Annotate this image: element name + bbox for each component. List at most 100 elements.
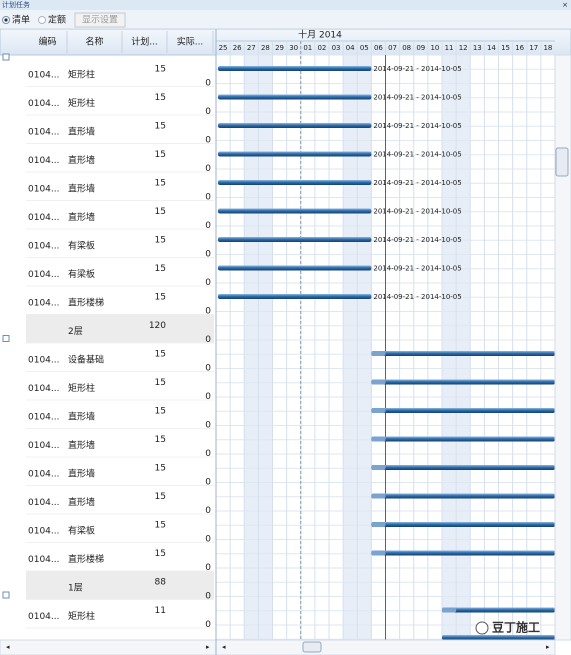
day-label: 01 (303, 44, 312, 52)
task-code: 0104... (28, 299, 60, 309)
settings-button[interactable] (74, 12, 126, 28)
task-code: 0104... (28, 498, 60, 508)
task-name: 矩形柱 (68, 69, 95, 81)
task-code: 0104... (28, 156, 60, 166)
day-label: 06 (374, 44, 383, 52)
plan-duration: 15 (155, 264, 166, 274)
option-quota[interactable]: 定额 (48, 14, 66, 26)
day-label: 05 (360, 44, 369, 52)
weekend-column (343, 55, 358, 640)
plan-duration: 15 (155, 407, 166, 417)
close-button[interactable]: × (562, 1, 568, 9)
plan-duration: 15 (155, 93, 166, 103)
task-name: 有梁板 (68, 525, 95, 537)
task-bar (371, 436, 555, 442)
task-bar (218, 237, 372, 242)
bar-label: 2014-09-21 - 2014-10-05 (373, 94, 461, 102)
bar-label: 2014-09-21 - 2014-10-05 (373, 122, 461, 130)
task-code: 0104... (28, 356, 60, 366)
group-row (26, 571, 214, 600)
task-bar-cap (371, 408, 386, 413)
plan-duration: 15 (155, 378, 166, 388)
task-bar-cap (371, 522, 386, 527)
task-name: 直形墙 (68, 154, 95, 166)
task-bar (218, 66, 372, 71)
task-code: 0104... (28, 441, 60, 451)
actual-duration: 0 (205, 79, 211, 89)
bar-label: 2014-09-21 - 2014-10-05 (373, 236, 461, 244)
plan-duration: 15 (155, 435, 166, 445)
weekend-column (244, 55, 259, 640)
day-label: 09 (416, 44, 425, 52)
table-hscrollbar[interactable] (0, 639, 217, 655)
actual-duration: 0 (205, 563, 211, 573)
task-code: 0104... (28, 612, 60, 622)
plan-duration: 15 (155, 350, 166, 360)
actual-duration: 0 (205, 592, 211, 602)
plan-duration: 15 (155, 293, 166, 303)
day-label: 03 (332, 44, 341, 52)
settings-button-label[interactable]: 显示设置 (82, 15, 118, 26)
gantt-scroll-left[interactable]: ◂ (222, 643, 226, 651)
task-bar-cap (371, 351, 386, 356)
task-name: 设备基础 (68, 354, 104, 366)
task-name: 有梁板 (68, 268, 95, 280)
task-bar (218, 180, 372, 185)
window-title: 计划任务 (2, 0, 30, 9)
plan-duration: 15 (155, 521, 166, 531)
task-code: 0104... (28, 213, 60, 223)
task-bar (371, 408, 555, 413)
day-label: 26 (233, 44, 242, 52)
task-bar (371, 351, 555, 356)
actual-duration: 0 (205, 620, 211, 630)
task-bar-cap (371, 493, 386, 499)
bar-label: 2014-09-21 - 2014-10-05 (373, 65, 461, 73)
task-bar (442, 635, 555, 640)
weekend-column (258, 55, 273, 640)
bar-label: 2014-09-21 - 2014-10-05 (373, 208, 461, 216)
plan-duration: 15 (155, 549, 166, 559)
day-label: 08 (402, 44, 411, 52)
task-code: 0104... (28, 555, 60, 565)
vertical-scrollbar[interactable] (554, 54, 571, 641)
task-code: 0104... (28, 270, 60, 280)
day-label: 30 (289, 44, 298, 52)
actual-duration: 0 (205, 107, 211, 117)
actual-duration: 0 (205, 421, 211, 431)
expander (2, 591, 10, 599)
task-code: 0104... (28, 527, 60, 537)
toolbar (0, 10, 571, 28)
day-label: 27 (247, 44, 256, 52)
option-list[interactable]: 清单 (12, 14, 30, 26)
plan-duration: 120 (149, 321, 166, 331)
day-label: 10 (430, 44, 439, 52)
scroll-left[interactable]: ◂ (6, 643, 10, 651)
gantt-scroll-right[interactable]: ▸ (546, 643, 550, 651)
actual-duration: 0 (205, 250, 211, 260)
task-bar (371, 493, 555, 499)
actual-duration: 0 (205, 535, 211, 545)
radio-quota[interactable] (38, 16, 46, 24)
task-code: 0104... (28, 185, 60, 195)
bar-label: 2014-09-21 - 2014-10-05 (373, 179, 461, 187)
plan-duration: 15 (155, 150, 166, 160)
vertical-scroll-thumb[interactable] (555, 147, 569, 177)
task-bar (371, 379, 555, 385)
task-code: 0104... (28, 413, 60, 423)
column-header: 实际... (177, 36, 204, 48)
day-label: 14 (487, 44, 496, 52)
gantt-scroll-thumb[interactable] (302, 641, 322, 653)
column-header: 编码 (38, 36, 56, 48)
scroll-right[interactable]: ▸ (206, 643, 210, 651)
actual-duration: 0 (205, 193, 211, 203)
task-name: 直形墙 (68, 411, 95, 423)
plan-duration: 15 (155, 65, 166, 75)
task-code: 0104... (28, 128, 60, 138)
plan-duration: 15 (155, 179, 166, 189)
expander (2, 53, 10, 61)
plan-duration: 15 (155, 122, 166, 132)
gantt-hscrollbar[interactable] (215, 639, 556, 655)
bar-label: 2014-09-21 - 2014-10-05 (373, 293, 461, 301)
group-name: 2层 (68, 326, 83, 337)
